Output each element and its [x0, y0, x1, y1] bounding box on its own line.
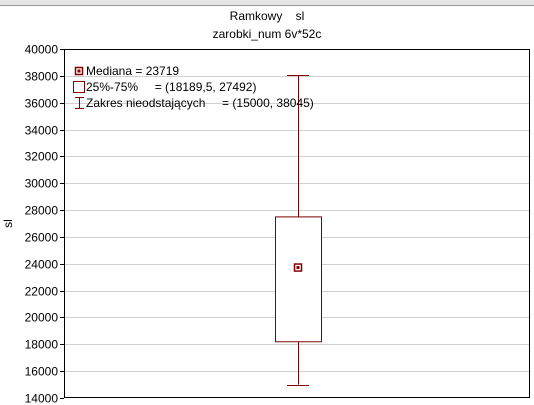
median-marker-dot	[296, 266, 300, 270]
window-top-strip	[0, 0, 534, 6]
y-tick-label: 34000	[25, 124, 59, 138]
legend-median-marker-dot	[77, 69, 81, 73]
y-tick-label: 24000	[25, 258, 59, 272]
y-tick-label: 16000	[25, 365, 59, 379]
y-tick-label: 20000	[25, 311, 59, 325]
legend-label-median: Mediana = 23719	[86, 64, 179, 78]
y-axis-label: sl	[1, 219, 15, 228]
legend-label-box: 25%-75% = (18189,5, 27492)	[86, 80, 256, 94]
legend-box-marker	[73, 81, 85, 93]
chart-title: Ramkowy sl	[229, 9, 305, 23]
chart-subtitle: zarobki_num 6v*52c	[212, 27, 322, 41]
y-tick-label: 22000	[25, 285, 59, 299]
y-tick-label: 28000	[25, 204, 59, 218]
y-tick-label: 30000	[25, 177, 59, 191]
y-tick-label: 40000	[25, 43, 59, 57]
y-tick-label: 32000	[25, 150, 59, 164]
y-tick-label: 14000	[25, 392, 59, 405]
iqr-box	[275, 216, 322, 343]
y-tick-label: 38000	[25, 70, 59, 84]
plot-frame	[64, 49, 530, 398]
legend-label-range: Zakres nieodstających = (15000, 38045)	[86, 96, 314, 110]
y-tick-label: 26000	[25, 231, 59, 245]
y-tick-label: 18000	[25, 338, 59, 352]
y-tick-label: 36000	[25, 97, 59, 111]
